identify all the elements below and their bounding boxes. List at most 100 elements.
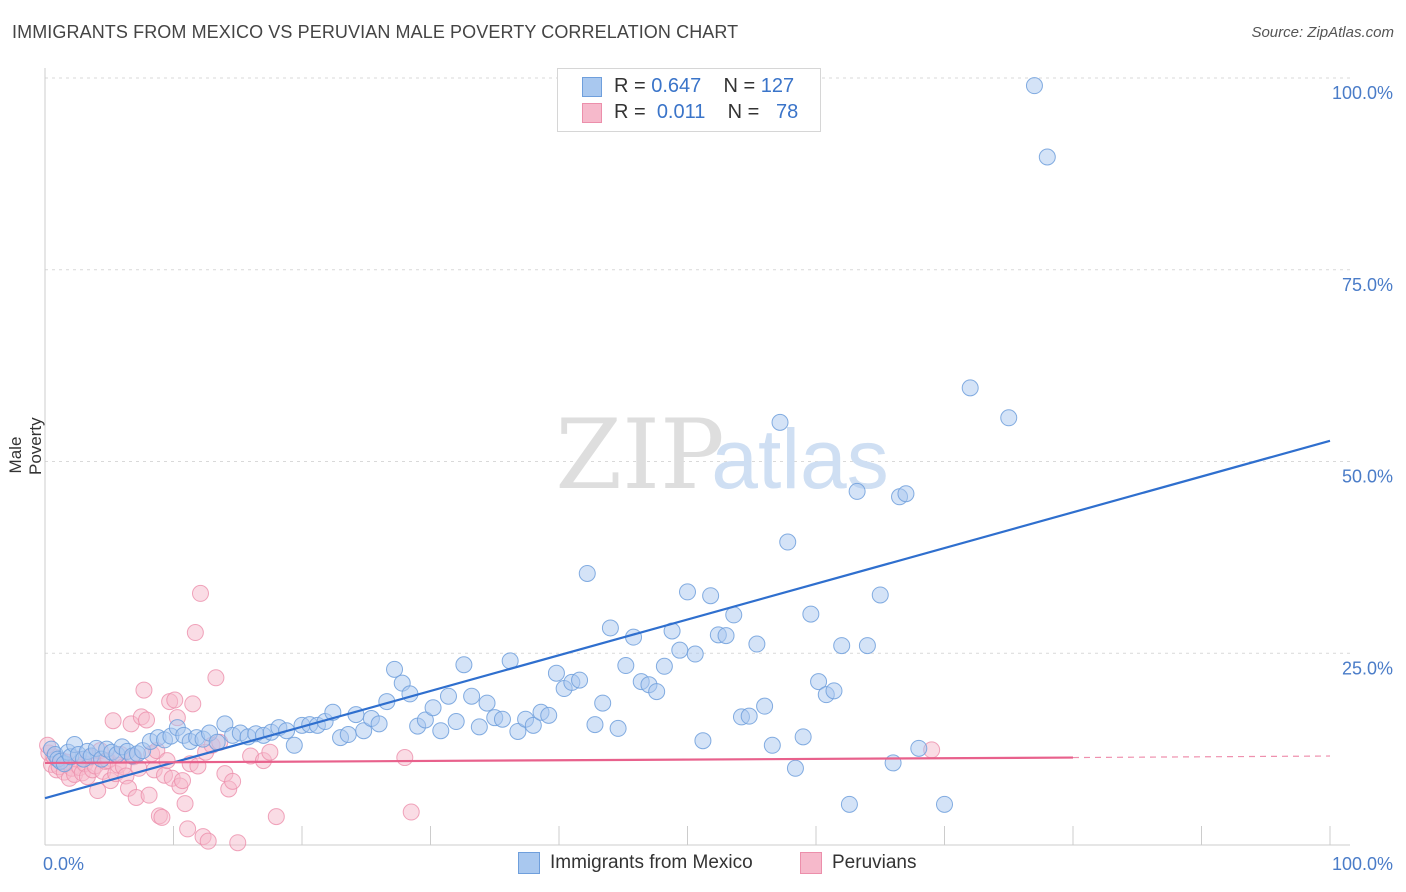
peruvians-point [224, 772, 242, 790]
legend-n-label: N = [723, 75, 756, 97]
mexico-point [802, 605, 820, 623]
correlation-legend: R = 0.647 N = 127 R = 0.011 N = 78 [557, 68, 821, 132]
mexico-point [339, 726, 357, 744]
peruvians-trend-line [44, 756, 1074, 765]
mexico-point [771, 413, 789, 431]
peruvians-trend-extension [1072, 755, 1331, 759]
source-label: Source: ZipAtlas.com [1251, 24, 1394, 41]
mexico-point [609, 719, 627, 737]
mexico-point [524, 716, 542, 734]
trend-lines [44, 439, 1331, 800]
watermark-zip: ZIP [555, 399, 724, 511]
mexico-point [936, 795, 953, 813]
mexico-point [370, 715, 388, 733]
mexico-point [871, 586, 889, 604]
peruvians-point [396, 749, 414, 767]
mexico-point [601, 619, 619, 637]
mexico-point [779, 533, 797, 551]
peruvians-point [153, 808, 171, 826]
mexico-point [786, 759, 804, 777]
tick-labels: 25.0% 50.0% 75.0% 100.0% 0.0% 100.0% [43, 83, 1393, 874]
legend-r-label: R = [614, 101, 646, 123]
mexico-point [416, 711, 434, 729]
mexico-point [586, 716, 604, 734]
x-tick-label-max: 100.0% [1332, 854, 1393, 874]
peruvians-point [173, 772, 191, 790]
mexico-point [1025, 77, 1043, 95]
watermark: ZIP atlas [555, 399, 888, 511]
legend-row-peruvians: R = 0.011 N = 78 [582, 101, 798, 127]
mexico-point [655, 657, 673, 675]
mexico-point [355, 722, 373, 740]
mexico-point [884, 754, 902, 772]
mexico-point [702, 587, 720, 605]
legend-r-value: 0.647 [651, 75, 702, 97]
mexico-point [432, 722, 450, 740]
mexico-point [401, 685, 419, 703]
bottom-legend-swatch-pink [800, 852, 822, 874]
mexico-point [671, 641, 689, 659]
legend-n-value: 78 [775, 101, 799, 123]
mexico-point [763, 736, 781, 754]
mexico-point [424, 699, 442, 717]
mexico-point [740, 707, 758, 725]
mexico-point [897, 485, 915, 503]
bottom-legend-peruvians: Peruvians [800, 852, 917, 874]
mexico-point [447, 713, 465, 731]
mexico-point [478, 694, 496, 712]
x-tick-label-min: 0.0% [43, 854, 84, 874]
peruvians-point [176, 795, 194, 813]
mexico-point [694, 732, 712, 750]
peruvians-point [207, 669, 225, 687]
legend-row-mexico: R = 0.647 N = 127 [582, 75, 794, 101]
peruvians-point [191, 584, 209, 602]
peruvians-point [104, 712, 122, 730]
mexico-point [840, 795, 858, 813]
peruvians-point [267, 808, 285, 826]
peruvians-point [140, 786, 158, 804]
mexico-point [679, 583, 696, 601]
peruvians-point [166, 691, 184, 709]
mexico-point [910, 739, 928, 757]
bottom-legend-label: Immigrants from Mexico [550, 852, 753, 874]
mexico-point [810, 673, 828, 691]
mexico-point [748, 635, 766, 653]
mexico-point [509, 722, 527, 740]
legend-n-value: 127 [760, 75, 795, 97]
mexico-point [1038, 148, 1056, 166]
peruvians-point [186, 624, 204, 642]
y-axis-label: Male Poverty [6, 417, 45, 475]
peruvians-point [261, 743, 279, 761]
mexico-point [547, 664, 565, 682]
chart-title: IMMIGRANTS FROM MEXICO VS PERUVIAN MALE … [12, 22, 739, 42]
mexico-point [833, 637, 851, 655]
peruvians-point [199, 832, 217, 850]
mexico-point [648, 683, 666, 701]
peruvians-point [179, 820, 197, 838]
mexico-point [825, 682, 843, 700]
peruvians-point [135, 681, 153, 699]
peruvians-point [138, 711, 156, 729]
mexico-point [386, 660, 404, 678]
legend-r-value: 0.011 [656, 101, 706, 123]
mexico-point [470, 718, 488, 736]
y-tick-label: 50.0% [1342, 467, 1393, 487]
y-tick-label: 75.0% [1342, 275, 1393, 295]
axes [44, 68, 1350, 846]
mexico-point [285, 736, 303, 754]
y-tick-label: 100.0% [1332, 83, 1393, 103]
legend-n-label: N = [727, 101, 760, 123]
mexico-point [961, 379, 979, 397]
grid [45, 77, 1350, 654]
mexico-point [594, 694, 612, 712]
mexico-point [1000, 409, 1018, 427]
mexico-point [493, 710, 511, 728]
peruvians-point [184, 695, 202, 713]
mexico-point [455, 656, 473, 674]
mexico-trend-line [44, 439, 1331, 800]
mexico-point [439, 687, 457, 705]
bottom-legend-swatch-blue [518, 852, 540, 874]
mexico-point [756, 697, 774, 715]
mexico-points [42, 77, 1056, 813]
mexico-point [617, 657, 635, 675]
